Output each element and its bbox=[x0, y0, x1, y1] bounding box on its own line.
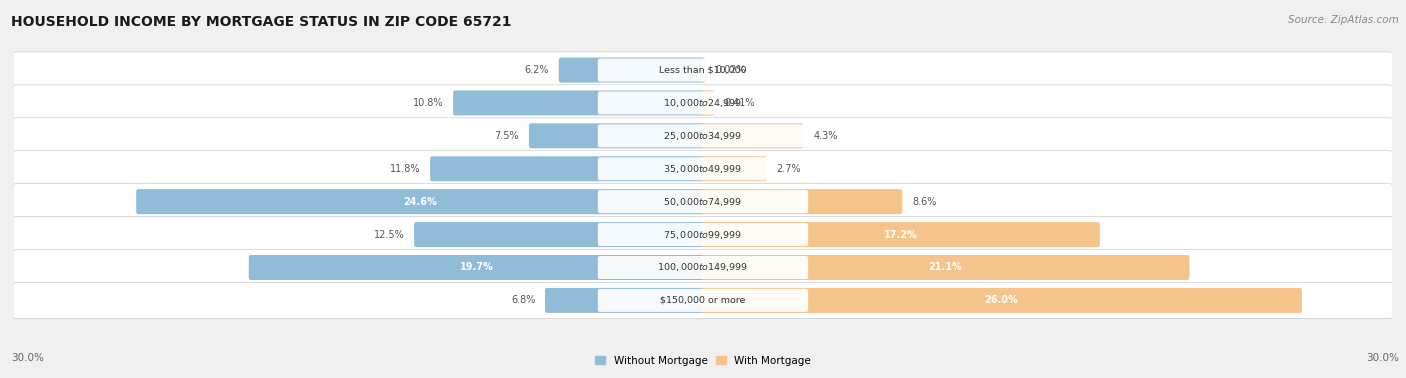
FancyBboxPatch shape bbox=[702, 288, 1302, 313]
FancyBboxPatch shape bbox=[13, 151, 1393, 187]
FancyBboxPatch shape bbox=[702, 189, 903, 214]
FancyBboxPatch shape bbox=[702, 255, 1189, 280]
Text: $100,000 to $149,999: $100,000 to $149,999 bbox=[658, 262, 748, 274]
Text: 6.8%: 6.8% bbox=[510, 295, 536, 305]
Text: 7.5%: 7.5% bbox=[495, 131, 519, 141]
Text: $75,000 to $99,999: $75,000 to $99,999 bbox=[664, 229, 742, 240]
FancyBboxPatch shape bbox=[598, 190, 808, 213]
FancyBboxPatch shape bbox=[598, 223, 808, 246]
FancyBboxPatch shape bbox=[546, 288, 704, 313]
Text: $10,000 to $24,999: $10,000 to $24,999 bbox=[664, 97, 742, 109]
FancyBboxPatch shape bbox=[529, 123, 704, 148]
FancyBboxPatch shape bbox=[598, 157, 808, 180]
FancyBboxPatch shape bbox=[598, 124, 808, 147]
Text: 17.2%: 17.2% bbox=[883, 229, 917, 240]
FancyBboxPatch shape bbox=[598, 59, 808, 82]
Text: 6.2%: 6.2% bbox=[524, 65, 550, 75]
FancyBboxPatch shape bbox=[13, 217, 1393, 253]
FancyBboxPatch shape bbox=[13, 184, 1393, 220]
FancyBboxPatch shape bbox=[13, 52, 1393, 88]
Text: 26.0%: 26.0% bbox=[984, 295, 1018, 305]
Text: 30.0%: 30.0% bbox=[1367, 353, 1399, 363]
FancyBboxPatch shape bbox=[598, 91, 808, 115]
FancyBboxPatch shape bbox=[430, 156, 704, 181]
Text: Less than $10,000: Less than $10,000 bbox=[659, 65, 747, 74]
Text: 0.02%: 0.02% bbox=[714, 65, 745, 75]
Text: $25,000 to $34,999: $25,000 to $34,999 bbox=[664, 130, 742, 142]
Text: 0.41%: 0.41% bbox=[724, 98, 755, 108]
FancyBboxPatch shape bbox=[13, 282, 1393, 319]
FancyBboxPatch shape bbox=[136, 189, 704, 214]
FancyBboxPatch shape bbox=[702, 90, 714, 115]
Text: Source: ZipAtlas.com: Source: ZipAtlas.com bbox=[1288, 15, 1399, 25]
FancyBboxPatch shape bbox=[453, 90, 704, 115]
FancyBboxPatch shape bbox=[598, 289, 808, 312]
FancyBboxPatch shape bbox=[13, 85, 1393, 121]
FancyBboxPatch shape bbox=[558, 57, 704, 82]
Text: 24.6%: 24.6% bbox=[404, 197, 437, 207]
FancyBboxPatch shape bbox=[702, 156, 766, 181]
Text: $150,000 or more: $150,000 or more bbox=[661, 296, 745, 305]
Text: 30.0%: 30.0% bbox=[11, 353, 44, 363]
FancyBboxPatch shape bbox=[13, 118, 1393, 154]
Text: 21.1%: 21.1% bbox=[928, 262, 962, 273]
Text: 4.3%: 4.3% bbox=[813, 131, 838, 141]
Text: $50,000 to $74,999: $50,000 to $74,999 bbox=[664, 196, 742, 208]
FancyBboxPatch shape bbox=[415, 222, 704, 247]
FancyBboxPatch shape bbox=[702, 123, 804, 148]
Text: 12.5%: 12.5% bbox=[374, 229, 405, 240]
Text: 8.6%: 8.6% bbox=[912, 197, 936, 207]
Text: 10.8%: 10.8% bbox=[413, 98, 443, 108]
Legend: Without Mortgage, With Mortgage: Without Mortgage, With Mortgage bbox=[592, 353, 814, 369]
Text: HOUSEHOLD INCOME BY MORTGAGE STATUS IN ZIP CODE 65721: HOUSEHOLD INCOME BY MORTGAGE STATUS IN Z… bbox=[11, 15, 512, 29]
Text: 2.7%: 2.7% bbox=[776, 164, 801, 174]
FancyBboxPatch shape bbox=[249, 255, 704, 280]
Text: 19.7%: 19.7% bbox=[460, 262, 494, 273]
FancyBboxPatch shape bbox=[702, 57, 706, 82]
FancyBboxPatch shape bbox=[598, 256, 808, 279]
FancyBboxPatch shape bbox=[13, 249, 1393, 286]
Text: $35,000 to $49,999: $35,000 to $49,999 bbox=[664, 163, 742, 175]
Text: 11.8%: 11.8% bbox=[389, 164, 420, 174]
FancyBboxPatch shape bbox=[702, 222, 1099, 247]
